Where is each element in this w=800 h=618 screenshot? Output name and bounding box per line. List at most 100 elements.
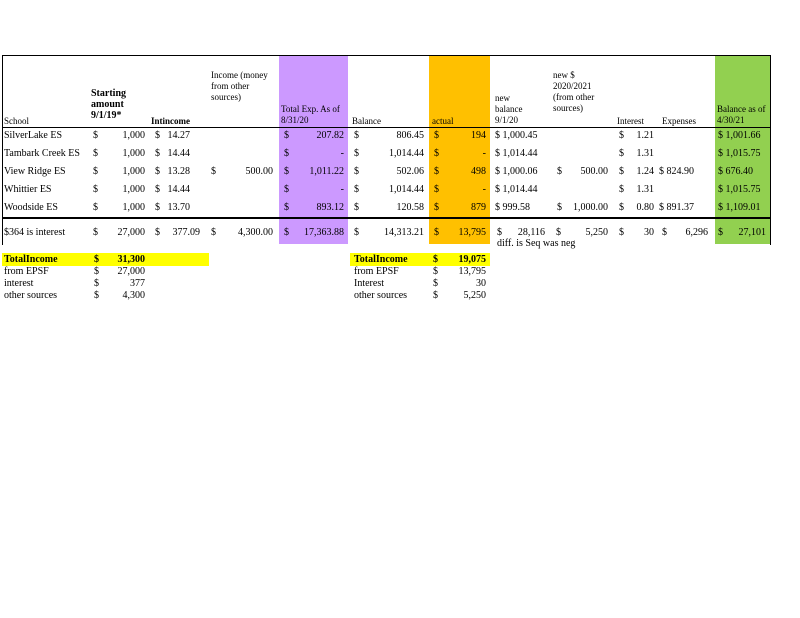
actual: - [482, 148, 486, 159]
summary-left-label: interest [4, 278, 34, 289]
header-balance: Balance [352, 116, 381, 126]
balance-430-column-fill [715, 56, 770, 244]
total-exp: - [340, 148, 344, 159]
currency-sign: $ [557, 202, 562, 213]
currency-sign: $ [211, 227, 216, 238]
currency-sign: $ [354, 148, 359, 159]
actual: 194 [471, 130, 486, 141]
school-name: Woodside ES [4, 202, 58, 213]
summary-left-currency: $ [94, 254, 99, 265]
starting-amount: 1,000 [122, 202, 146, 213]
summary-right-value: 13,795 [458, 266, 487, 277]
int-income: 14.44 [167, 184, 191, 195]
currency-sign: $ [434, 184, 439, 195]
starting-amount: 1,000 [122, 130, 146, 141]
header-total-exp: Total Exp. As of 8/31/20 [281, 104, 340, 125]
currency-sign: $ [434, 227, 439, 238]
balance: 1,014.44 [389, 148, 424, 159]
summary-left-value: 4,300 [122, 290, 146, 301]
currency-sign: $ [155, 130, 160, 141]
header-income-other: Income (money from other sources) [211, 70, 268, 102]
total-exp: 1,011.22 [309, 166, 344, 177]
total-balance-430: 27,101 [738, 227, 767, 238]
expenses: $ 824.90 [659, 166, 694, 177]
header-new-2020: new $ 2020/2021 (from other sources) [553, 70, 595, 113]
balance: 1,014.44 [389, 184, 424, 195]
header-int-income: Intincome [151, 116, 190, 126]
currency-sign: $ [434, 148, 439, 159]
total-exp-column-fill [279, 56, 348, 244]
starting-amount: 1,000 [122, 184, 146, 195]
summary-left-title: TotalIncome [4, 254, 58, 265]
header-interest: Interest [617, 116, 644, 126]
actual-column-fill [429, 56, 490, 244]
expenses: $ 891.37 [659, 202, 694, 213]
actual: 498 [471, 166, 486, 177]
total-starting: 27,000 [117, 227, 146, 238]
currency-sign: $ [155, 202, 160, 213]
total-new-2020: 5,250 [585, 227, 609, 238]
total-expenses: 6,296 [685, 227, 709, 238]
interest: 1.31 [636, 148, 655, 159]
total-new-balance: 28,116 [517, 227, 545, 238]
currency-sign: $ [94, 290, 99, 301]
school-name: Tambark Creek ES [4, 148, 80, 159]
school-name: SilverLake ES [4, 130, 63, 141]
new-balance: $ 1,014.44 [495, 148, 538, 159]
summary-left-label: from EPSF [4, 266, 49, 277]
header-starting-amount: Starting amount 9/1/19* [91, 88, 126, 121]
currency-sign: $ [284, 202, 289, 213]
currency-sign: $ [619, 148, 624, 159]
currency-sign: $ [211, 166, 216, 177]
currency-sign: $ [93, 166, 98, 177]
currency-sign: $ [284, 184, 289, 195]
new-balance: $ 1,000.45 [495, 130, 538, 141]
int-income: 14.44 [167, 148, 191, 159]
starting-amount: 1,000 [122, 148, 146, 159]
header-balance-430: Balance as of 4/30/21 [717, 104, 766, 125]
new-2020-income: 500.00 [580, 166, 609, 177]
actual: 879 [471, 202, 486, 213]
currency-sign: $ [93, 184, 98, 195]
school-name: View Ridge ES [4, 166, 66, 177]
balance: 502.06 [396, 166, 425, 177]
top-border [2, 55, 771, 56]
balance-430: $ 1,109.01 [718, 202, 761, 213]
currency-sign: $ [619, 184, 624, 195]
currency-sign: $ [619, 130, 624, 141]
currency-sign: $ [155, 184, 160, 195]
summary-left-label: other sources [4, 290, 58, 301]
currency-sign: $ [354, 202, 359, 213]
new-2020-income: 1,000.00 [573, 202, 608, 213]
currency-sign: $ [433, 290, 438, 301]
currency-sign: $ [94, 266, 99, 277]
school-name: Whittier ES [4, 184, 52, 195]
summary-left-value: 377 [130, 278, 145, 289]
total-exp: 17,363.88 [304, 227, 344, 238]
currency-sign: $ [354, 166, 359, 177]
int-income: 13.70 [167, 202, 191, 213]
currency-sign: $ [557, 166, 562, 177]
new-balance: $ 1,014.44 [495, 184, 538, 195]
balance: 806.45 [396, 130, 425, 141]
new-balance: $ 1,000.06 [495, 166, 538, 177]
total-income-left-highlight [2, 253, 209, 266]
total-income-right-highlight [350, 253, 490, 266]
new-balance: $ 999.58 [495, 202, 530, 213]
int-income: 13.28 [167, 166, 191, 177]
left-border [2, 55, 3, 245]
currency-sign: $ [497, 227, 502, 238]
total-interest: 30 [644, 227, 654, 238]
interest: 0.80 [636, 202, 655, 213]
total-exp: 207.82 [316, 130, 345, 141]
total-exp: 893.12 [316, 202, 345, 213]
header-expenses: Expenses [662, 116, 696, 126]
totals-separator [2, 217, 771, 219]
summary-right-title: TotalIncome [354, 254, 408, 265]
currency-sign: $ [93, 130, 98, 141]
totals-note: diff. is Seq was neg [497, 238, 576, 249]
currency-sign: $ [662, 227, 667, 238]
summary-right-currency: $ [433, 254, 438, 265]
interest: 1.31 [636, 184, 655, 195]
currency-sign: $ [155, 148, 160, 159]
